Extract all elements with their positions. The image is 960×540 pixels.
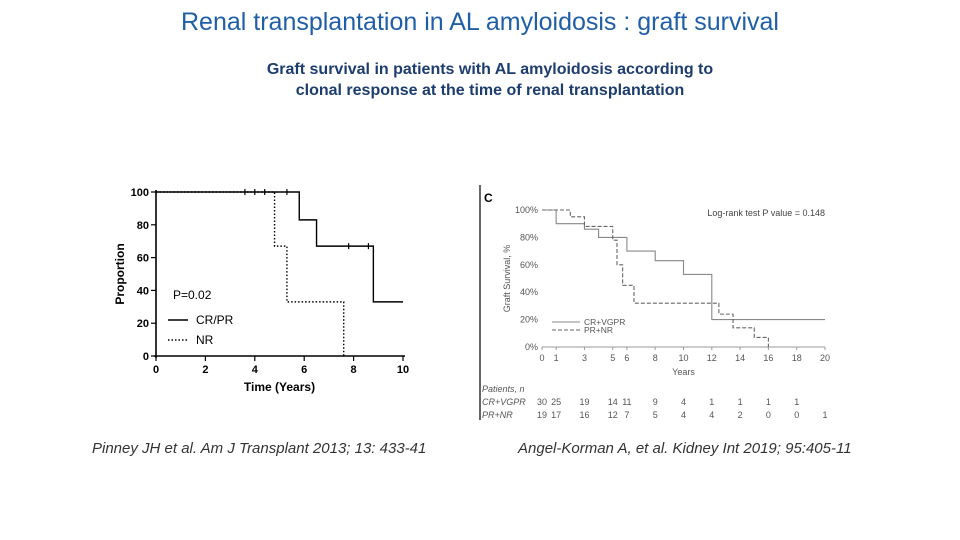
logrank-annotation: Log-rank test P value = 0.148 xyxy=(707,208,825,218)
risk-table-cell: 19 xyxy=(579,397,589,407)
risk-table-cell: 0 xyxy=(794,410,799,420)
legend-label: NR xyxy=(196,333,214,347)
legend-label: CR/PR xyxy=(196,313,234,327)
risk-table-cell: 7 xyxy=(624,410,629,420)
x-tick-label: 2 xyxy=(202,364,208,376)
x-tick-label: 18 xyxy=(792,353,802,363)
risk-table-cell: 1 xyxy=(709,397,714,407)
risk-table-cell: 30 xyxy=(537,397,547,407)
x-tick-label: 16 xyxy=(763,353,773,363)
y-tick-label: 100% xyxy=(515,205,538,215)
x-tick-label: 6 xyxy=(301,364,307,376)
x-tick-label: 10 xyxy=(678,353,688,363)
citation-left: Pinney JH et al. Am J Transplant 2013; 1… xyxy=(92,440,427,457)
risk-table-cell: 12 xyxy=(608,410,618,420)
panel-label: C xyxy=(484,191,493,205)
p-value-annotation: P=0.02 xyxy=(173,288,212,302)
risk-table-cell: 19 xyxy=(537,410,547,420)
y-tick-label: 100 xyxy=(131,187,149,199)
x-tick-label: 4 xyxy=(252,364,259,376)
risk-table-cell: 4 xyxy=(681,410,686,420)
x-tick-label: 6 xyxy=(624,353,629,363)
risk-table-cell: 25 xyxy=(551,397,561,407)
y-tick-label: 40 xyxy=(137,285,149,297)
y-tick-label: 40% xyxy=(520,287,538,297)
series-line-pr-nr xyxy=(542,209,769,347)
risk-table-cell: 4 xyxy=(709,410,714,420)
subtitle-line-1: Graft survival in patients with AL amylo… xyxy=(266,61,714,78)
risk-table-row-label: CR+VGPR xyxy=(482,397,526,407)
y-tick-label: 80 xyxy=(137,220,149,232)
y-tick-label: 0 xyxy=(143,351,149,363)
risk-table-cell: 2 xyxy=(738,410,743,420)
series-line-nr xyxy=(156,191,345,356)
y-tick-label: 20% xyxy=(520,315,538,325)
x-tick-label: 1 xyxy=(554,353,559,363)
x-tick-label: 20 xyxy=(820,353,830,363)
y-tick-label: 80% xyxy=(520,232,538,242)
y-axis-label: Proportion xyxy=(113,243,127,304)
slide-title: Renal transplantation in AL amyloidosis … xyxy=(181,8,779,36)
legend-label: CR+VGPR xyxy=(584,317,625,327)
kaplan-meier-chart-right: C0%20%40%60%80%100%0 1 3 5 6 8 10 12 14 16 18 20Yea… xyxy=(479,185,830,420)
subtitle-line-2: clonal response at the time of renal tra… xyxy=(295,82,685,99)
x-tick-label: 3 xyxy=(582,353,587,363)
series-line-cr-pr xyxy=(156,191,403,303)
y-axis-label: Graft Survival, % xyxy=(502,245,512,313)
citation-right: Angel-Korman A, et al. Kidney Int 2019; … xyxy=(518,440,852,457)
risk-table-cell: 11 xyxy=(622,397,631,407)
risk-table-cell: 4 xyxy=(681,397,686,407)
x-tick-label: 14 xyxy=(735,353,745,363)
x-tick-label: 0 xyxy=(153,364,159,376)
risk-table-cell: 0 xyxy=(766,410,771,420)
legend-label: PR+NR xyxy=(584,325,613,335)
risk-table-cell: 5 xyxy=(653,410,658,420)
risk-table-cell: 1 xyxy=(822,410,827,420)
x-tick-label: 12 xyxy=(707,353,717,363)
x-tick-label: 0 xyxy=(539,353,544,363)
risk-table-header: Patients, n xyxy=(482,384,525,394)
y-tick-label: 60 xyxy=(137,253,149,265)
series-line-cr-vgpr xyxy=(542,209,825,321)
risk-table-cell: 1 xyxy=(738,397,743,407)
x-axis-label: Time (Years) xyxy=(244,380,315,394)
risk-table-cell: 14 xyxy=(608,397,618,407)
x-tick-label: 5 xyxy=(610,353,615,363)
x-tick-label: 8 xyxy=(653,353,658,363)
x-axis-label: Years xyxy=(672,367,695,377)
y-tick-label: 20 xyxy=(137,318,149,330)
kaplan-meier-chart-left: 0 20 40 60 80 100 0 2 4 6 8 10 Time (Years) Proportio… xyxy=(113,187,409,394)
risk-table-cell: 1 xyxy=(794,397,799,407)
y-tick-label: 0% xyxy=(525,342,538,352)
risk-table-cell: 9 xyxy=(653,397,658,407)
risk-table-cell: 1 xyxy=(766,397,771,407)
x-tick-label: 10 xyxy=(397,364,409,376)
y-tick-label: 60% xyxy=(520,260,538,270)
x-tick-label: 8 xyxy=(351,364,357,376)
risk-table-cell: 17 xyxy=(551,410,561,420)
risk-table-row-label: PR+NR xyxy=(482,410,513,420)
risk-table-cell: 16 xyxy=(579,410,589,420)
